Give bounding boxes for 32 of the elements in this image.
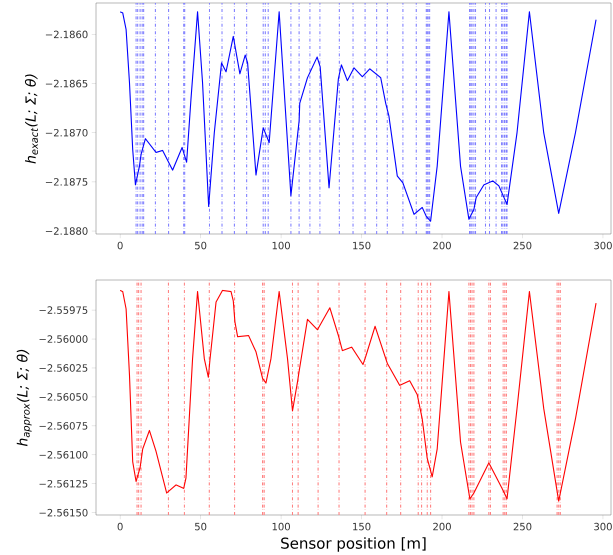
y-tick-label: −2.56025 <box>40 364 88 372</box>
x-tick-label: 100 <box>272 522 290 530</box>
y-tick-label: −2.56100 <box>40 451 88 459</box>
x-tick-label: 250 <box>514 242 532 250</box>
x-tick-label: 200 <box>433 242 451 250</box>
y-axis-title: h$_{approx}$(L; Σ; θ) <box>16 350 32 446</box>
y-tick-label: −2.56050 <box>40 393 88 401</box>
y-tick-label: −2.56125 <box>40 480 88 488</box>
x-tick-label: 0 <box>118 522 123 530</box>
y-tick-label: −2.1880 <box>46 227 88 235</box>
y-axis-title: h$_{exact}$(L; Σ; θ) <box>24 74 38 164</box>
y-tick-label: −2.1860 <box>46 30 88 38</box>
y-tick-label: −2.56150 <box>40 508 88 516</box>
x-tick-label: 300 <box>594 522 612 530</box>
line-series <box>120 290 597 502</box>
x-tick-label: 50 <box>195 522 206 530</box>
line-series <box>120 11 597 222</box>
x-tick-label: 300 <box>594 242 612 250</box>
x-axis-title: Sensor position [m] <box>281 537 426 552</box>
x-tick-label: 50 <box>195 242 206 250</box>
y-tick-label: −2.56075 <box>40 422 88 430</box>
x-tick-label: 0 <box>118 242 123 250</box>
x-tick-label: 250 <box>514 522 532 530</box>
x-tick-label: 150 <box>353 522 370 530</box>
y-tick-label: −2.55975 <box>40 306 88 314</box>
y-tick-label: −2.1870 <box>46 128 88 137</box>
y-tick-label: −2.1875 <box>46 178 88 186</box>
x-tick-label: 100 <box>272 242 290 250</box>
x-tick-label: 200 <box>433 522 451 530</box>
y-tick-label: −2.1865 <box>46 80 88 88</box>
x-tick-label: 150 <box>353 242 370 250</box>
y-tick-label: −2.56000 <box>40 335 88 343</box>
